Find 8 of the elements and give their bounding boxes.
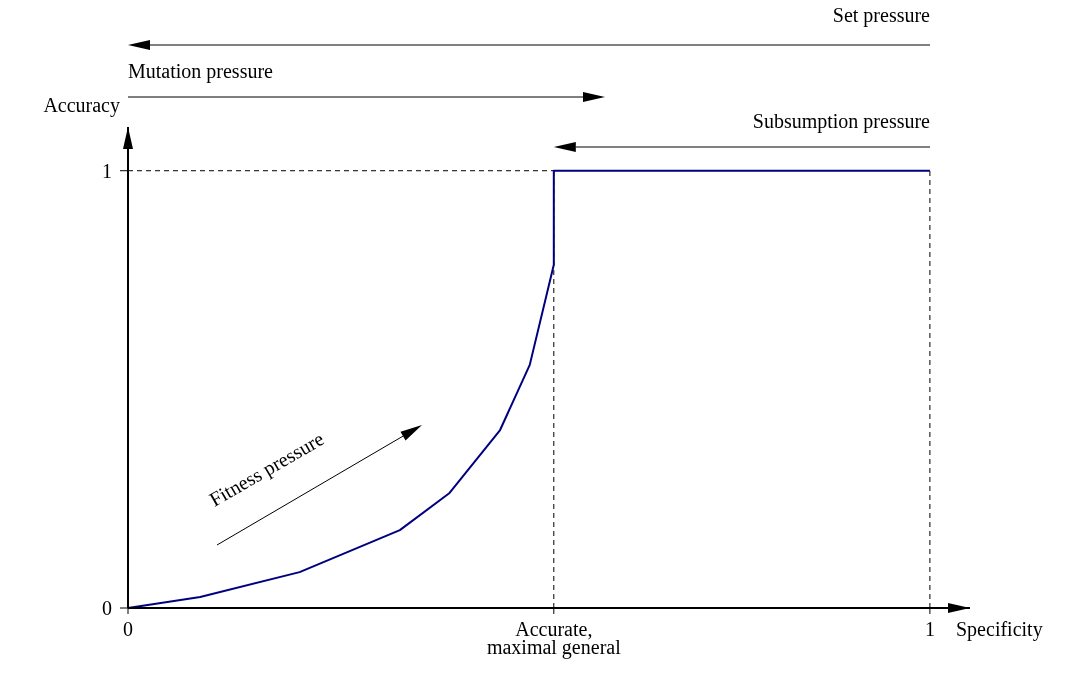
text: Set pressure [832,4,931,27]
y-axis-title: Accuracy [43,94,120,117]
text: Mutation pressure [128,60,274,83]
x-tick-label: 1 [924,618,935,640]
annotation: Subsumption pressure [752,110,931,133]
x-tick-label: Accurate, maximal general [486,618,622,659]
x-tick-label: 0 [123,618,133,640]
x-axis-title: Specificity [956,618,1043,641]
